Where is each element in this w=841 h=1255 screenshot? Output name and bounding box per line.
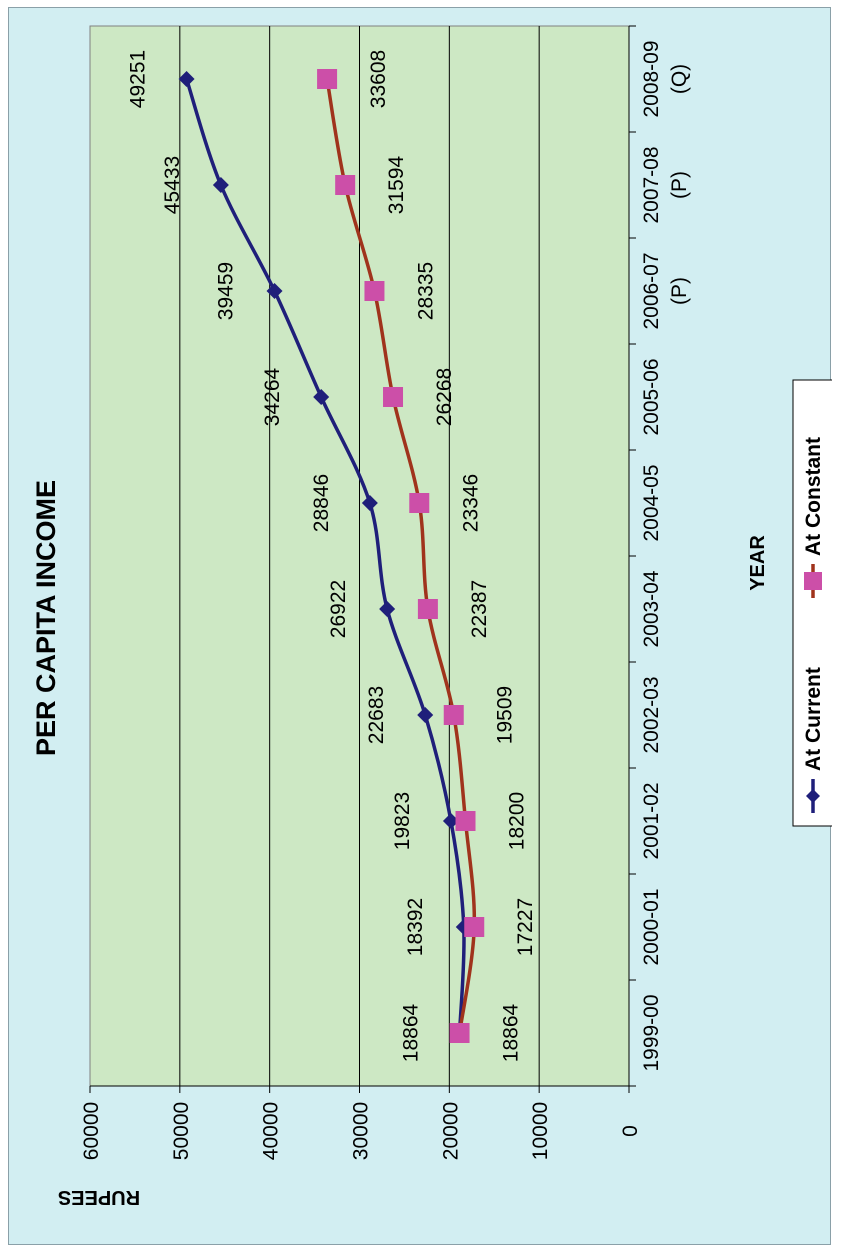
x-tick-label: 2002-03 [640, 676, 663, 753]
data-label-at-constant: 18200 [506, 792, 529, 850]
chart-title: PER CAPITA INCOME [31, 480, 61, 756]
y-tick-label: 60000 [80, 1102, 103, 1160]
x-tick-label: 2004-05 [640, 464, 663, 541]
legend-marker-at-constant [804, 572, 822, 590]
data-label-at-current: 26922 [327, 580, 350, 638]
data-labels: 18864 18392 19823 22683 26922 28846 34264 39459… [127, 50, 538, 1062]
data-point-at-current [361, 495, 378, 511]
data-label-at-current: 34264 [261, 367, 284, 426]
x-tick-label: (P) [668, 277, 691, 305]
data-label-at-constant: 18864 [500, 1003, 523, 1062]
data-point-at-constant [409, 493, 430, 513]
data-point-at-constant [417, 599, 438, 619]
legend-marker-at-current [806, 789, 820, 803]
data-label-at-constant: 19509 [494, 686, 517, 744]
data-point-at-current [266, 283, 283, 299]
data-point-at-constant [364, 281, 385, 301]
series-lines [184, 78, 477, 1034]
data-label-at-constant: 33608 [367, 50, 390, 108]
x-tick-label: 1999-00 [640, 994, 663, 1071]
data-point-at-current [379, 601, 396, 617]
chart-frame: 18864 18392 19823 22683 26922 28846 34264 39459… [8, 7, 832, 1245]
x-tick-label: 2001-02 [640, 782, 663, 859]
y-tick-label: 50000 [170, 1102, 193, 1160]
gridlines [179, 26, 540, 1086]
y-tick-label: 10000 [529, 1102, 552, 1160]
data-point-at-constant [317, 69, 338, 89]
data-label-at-constant: 17227 [514, 898, 537, 956]
data-point-at-current [212, 177, 229, 193]
data-point-at-constant [443, 705, 464, 725]
data-label-at-current: 49251 [127, 50, 150, 108]
data-point-at-current [417, 707, 434, 723]
data-label-at-current: 39459 [215, 262, 238, 320]
data-point-at-constant [449, 1023, 470, 1043]
x-tick-label: (Q) [668, 64, 691, 94]
data-point-at-constant [335, 175, 356, 195]
x-tick-label: 2007-08 [640, 146, 663, 223]
data-label-at-current: 18864 [400, 1003, 423, 1062]
data-label-at-current: 19823 [391, 792, 414, 850]
data-point-at-constant [383, 387, 404, 407]
data-point-at-current [442, 813, 459, 829]
data-label-at-constant: 26268 [433, 368, 456, 426]
y-tick-label: 0 [619, 1125, 642, 1137]
y-tick-label: 20000 [439, 1102, 462, 1160]
x-tick-label: 2006-07 [640, 252, 663, 329]
x-tick-label: 2008-09 [640, 40, 663, 117]
data-label-at-current: 28846 [310, 474, 333, 532]
legend-box [792, 379, 832, 827]
data-point-at-constant [464, 917, 485, 937]
x-tick-label: 2005-06 [640, 358, 663, 435]
data-label-at-constant: 31594 [385, 155, 408, 214]
data-point-at-current [313, 389, 330, 405]
y-axis-title: RUPEES [58, 1186, 140, 1208]
data-label-at-constant: 28335 [414, 262, 437, 320]
series-markers [178, 69, 485, 1043]
legend-label-at-constant: At Constant [802, 437, 825, 556]
legend: At Current At Constant [792, 379, 832, 827]
x-tick-label: 2003-04 [640, 570, 663, 647]
y-tick-label: 30000 [350, 1102, 373, 1160]
series-line-at-current [184, 78, 466, 1034]
data-label-at-constant: 23346 [459, 474, 482, 532]
data-label-at-current: 45433 [161, 156, 184, 214]
data-label-at-constant: 22387 [468, 580, 491, 638]
data-point-at-constant [455, 811, 476, 831]
line-chart: 18864 18392 19823 22683 26922 28846 34264 39459… [31, 25, 832, 1208]
x-axis-title: YEAR [747, 535, 769, 591]
x-tick-label: 2000-01 [640, 888, 663, 965]
data-label-at-current: 22683 [365, 686, 388, 744]
x-tick-label: (P) [668, 171, 691, 199]
y-tick-label: 40000 [260, 1102, 283, 1160]
data-point-at-current [178, 71, 195, 87]
legend-label-at-current: At Current [802, 667, 825, 771]
axes: 0 10000 20000 30000 40000 50000 60000 1999-00 20… [80, 25, 691, 1160]
series-line-at-constant [325, 78, 477, 1034]
data-label-at-current: 18392 [404, 898, 427, 956]
